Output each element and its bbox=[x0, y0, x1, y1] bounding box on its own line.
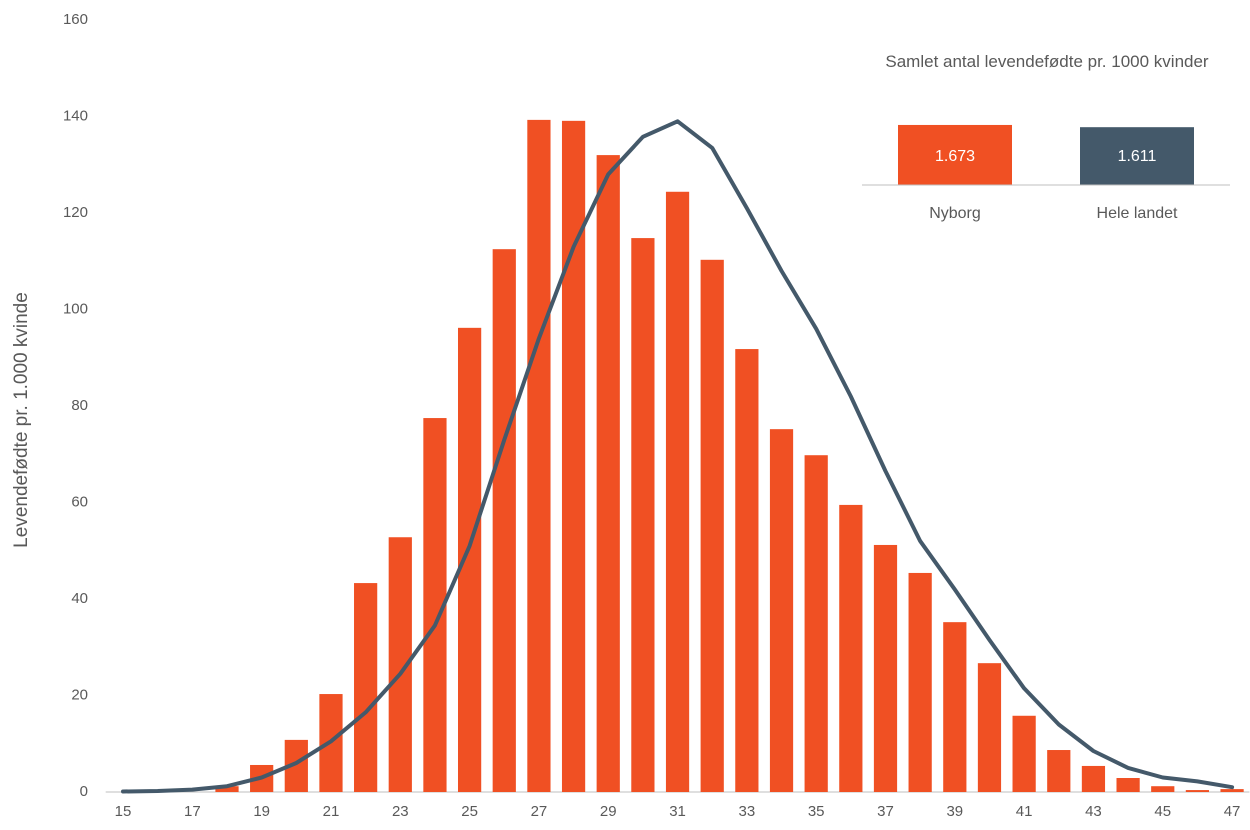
x-tick-label: 33 bbox=[739, 803, 756, 820]
bar bbox=[839, 504, 863, 792]
x-tick-label: 15 bbox=[115, 803, 132, 820]
inset-value-label: 1.673 bbox=[935, 148, 975, 165]
bar bbox=[527, 119, 551, 792]
line bbox=[121, 119, 1235, 794]
x-tick-label: 19 bbox=[253, 803, 270, 820]
x-tick-label: 25 bbox=[461, 803, 478, 820]
x-tick-label: 35 bbox=[808, 803, 825, 820]
x-tick-label: 29 bbox=[600, 803, 617, 820]
bar bbox=[700, 259, 724, 792]
bar bbox=[596, 155, 620, 793]
bar bbox=[908, 572, 932, 792]
x-tick-label: 31 bbox=[669, 803, 686, 820]
x-tick-label: 43 bbox=[1085, 803, 1102, 820]
inset-category-label: Hele landet bbox=[1097, 205, 1179, 222]
bar bbox=[561, 120, 586, 792]
x-tick-label: 17 bbox=[184, 803, 201, 820]
inset-title: Samlet antal levendefødte pr. 1000 kvind… bbox=[885, 52, 1209, 71]
y-tick-label: 20 bbox=[71, 686, 88, 703]
bar bbox=[1081, 765, 1106, 792]
bar bbox=[423, 418, 447, 792]
bar bbox=[1012, 715, 1036, 792]
x-tick-label: 27 bbox=[531, 803, 548, 820]
bar bbox=[284, 739, 308, 792]
y-tick-label: 60 bbox=[71, 493, 88, 510]
bar bbox=[769, 429, 794, 792]
y-tick-label: 80 bbox=[71, 397, 88, 414]
inset-value-label: 1.611 bbox=[1118, 148, 1157, 165]
bar bbox=[215, 786, 239, 792]
bar bbox=[1220, 789, 1244, 792]
y-tick-label: 140 bbox=[63, 107, 88, 124]
bar bbox=[354, 583, 378, 792]
x-tick-label: 45 bbox=[1154, 803, 1171, 820]
x-tick-label: 21 bbox=[323, 803, 340, 820]
x-tick-label: 47 bbox=[1224, 803, 1241, 820]
bar bbox=[873, 544, 898, 792]
bar bbox=[388, 537, 412, 792]
bar bbox=[977, 663, 1002, 792]
inset-category-label: Nyborg bbox=[929, 205, 981, 222]
bar bbox=[1116, 778, 1140, 792]
bar bbox=[631, 238, 655, 793]
bar bbox=[665, 191, 690, 792]
bar bbox=[735, 349, 759, 792]
y-tick-label: 120 bbox=[63, 204, 88, 221]
bar bbox=[457, 327, 482, 792]
inset-bar bbox=[898, 124, 1012, 185]
x-tick-label: 37 bbox=[877, 803, 894, 820]
y-tick-label: 0 bbox=[80, 783, 88, 800]
y-tick-label: 100 bbox=[63, 300, 88, 317]
bar bbox=[1151, 786, 1175, 792]
y-tick-label: 40 bbox=[71, 590, 88, 607]
inset-bar bbox=[1080, 127, 1194, 185]
bar bbox=[1047, 750, 1071, 792]
x-tick-label: 41 bbox=[1016, 803, 1033, 820]
x-tick-label: 39 bbox=[946, 803, 963, 820]
x-tick-label: 23 bbox=[392, 803, 409, 820]
bar bbox=[804, 455, 828, 792]
bar bbox=[1185, 790, 1210, 792]
bar bbox=[492, 249, 516, 792]
y-tick-label: 160 bbox=[63, 11, 88, 28]
bar bbox=[943, 622, 967, 792]
y-axis-title: Levendefødte pr. 1.000 kvinde bbox=[11, 292, 32, 548]
